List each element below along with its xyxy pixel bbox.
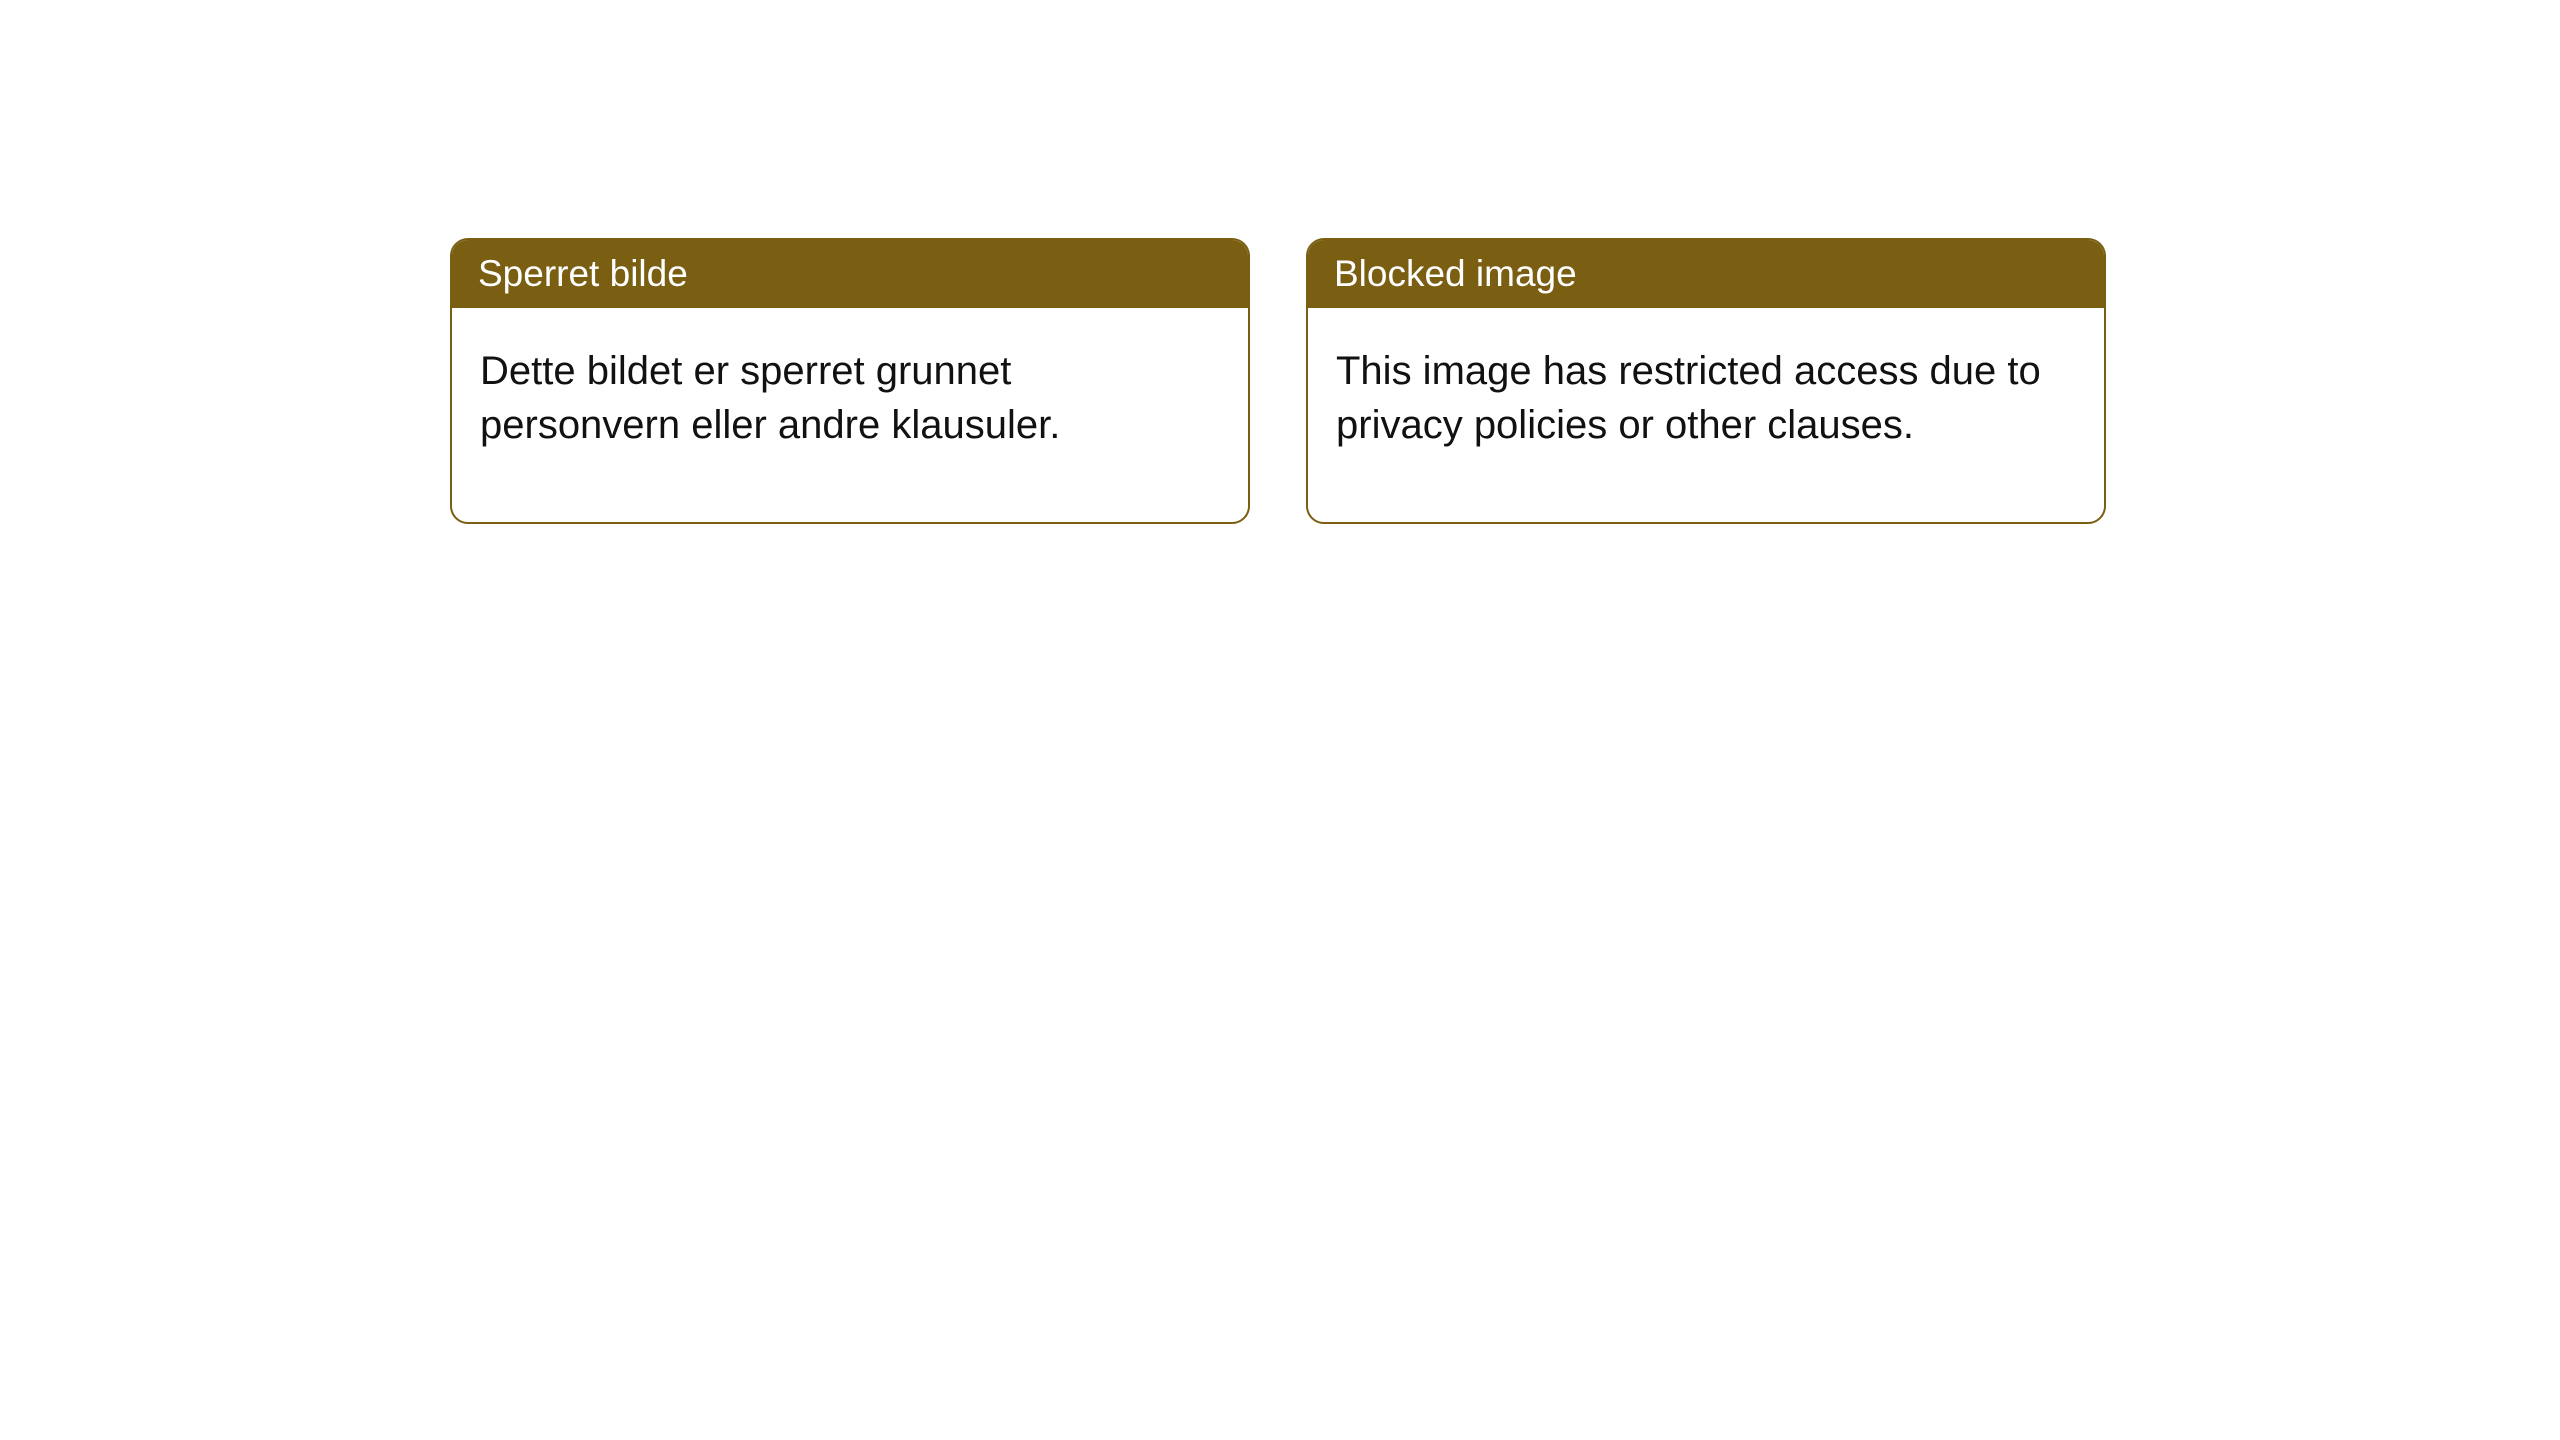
notice-header-en: Blocked image — [1308, 240, 2104, 308]
notice-body-en: This image has restricted access due to … — [1308, 308, 2104, 522]
notice-body-no: Dette bildet er sperret grunnet personve… — [452, 308, 1248, 522]
notice-card-en: Blocked image This image has restricted … — [1306, 238, 2106, 524]
notice-header-no: Sperret bilde — [452, 240, 1248, 308]
notice-card-no: Sperret bilde Dette bildet er sperret gr… — [450, 238, 1250, 524]
notice-container: Sperret bilde Dette bildet er sperret gr… — [450, 238, 2106, 524]
